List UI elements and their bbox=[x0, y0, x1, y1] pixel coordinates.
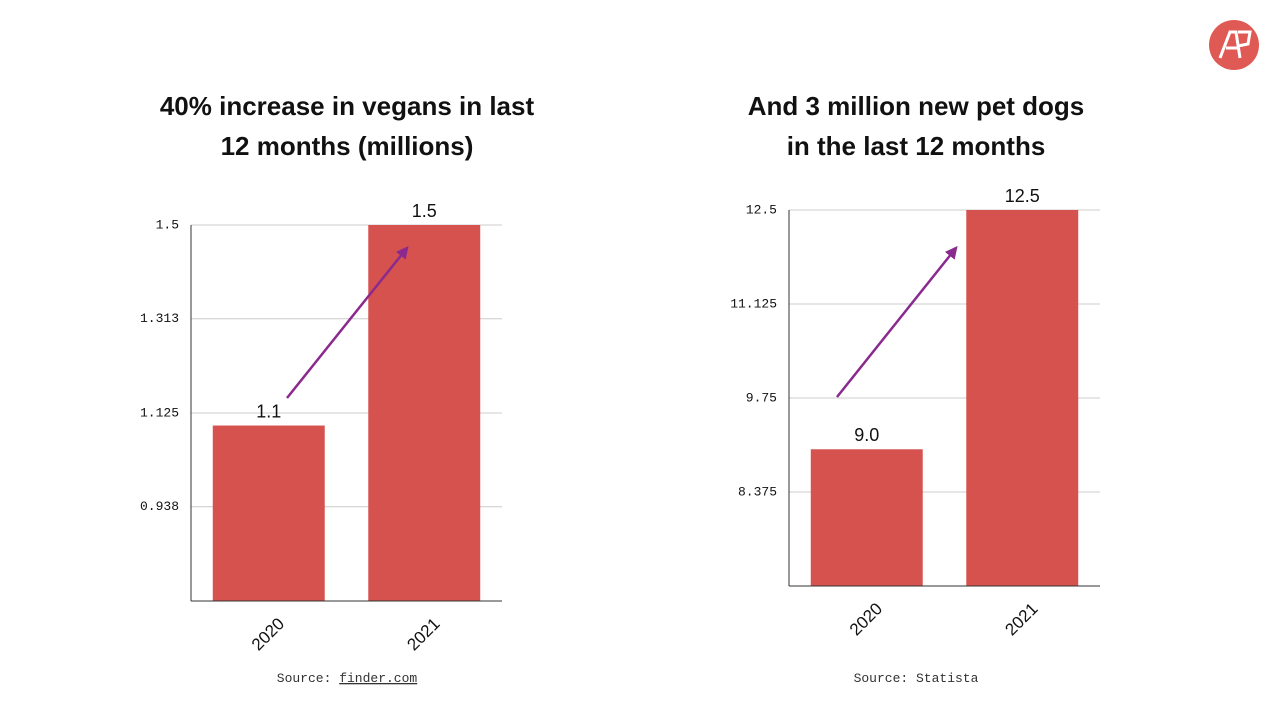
y-tick-label: 0.938 bbox=[140, 499, 179, 514]
y-tick-label: 1.5 bbox=[156, 217, 179, 232]
source: Source: Statista bbox=[854, 671, 979, 686]
value-label: 1.5 bbox=[412, 201, 437, 221]
source-link: finder.com bbox=[339, 671, 417, 686]
bar bbox=[810, 449, 923, 586]
source-label: Source: bbox=[277, 671, 332, 686]
bar bbox=[212, 425, 325, 601]
source: Source: finder.com bbox=[277, 671, 418, 686]
chart-title: And 3 million new pet dogs bbox=[748, 91, 1085, 121]
y-tick-label: 9.75 bbox=[746, 390, 777, 405]
value-label: 9.0 bbox=[854, 425, 879, 445]
x-tick-label: 2020 bbox=[846, 599, 886, 639]
value-label: 12.5 bbox=[1005, 186, 1040, 206]
bar bbox=[966, 210, 1079, 586]
x-tick-label: 2021 bbox=[1001, 599, 1041, 639]
chart-title: 40% increase in vegans in last bbox=[160, 91, 535, 121]
x-tick-label: 2020 bbox=[248, 614, 288, 654]
y-tick-label: 1.313 bbox=[140, 311, 179, 326]
source-link: Statista bbox=[916, 671, 979, 686]
y-tick-label: 1.125 bbox=[140, 405, 179, 420]
trend-arrow bbox=[286, 246, 409, 399]
source-label: Source: bbox=[854, 671, 909, 686]
logo bbox=[1209, 20, 1259, 70]
trend-arrow bbox=[836, 246, 958, 398]
value-label: 1.1 bbox=[256, 401, 281, 421]
chart-title: 12 months (millions) bbox=[221, 131, 474, 161]
chart-title: in the last 12 months bbox=[787, 131, 1046, 161]
bar bbox=[368, 225, 481, 601]
y-tick-label: 11.125 bbox=[730, 296, 777, 311]
x-tick-label: 2021 bbox=[403, 614, 443, 654]
y-tick-label: 8.375 bbox=[738, 484, 777, 499]
y-tick-label: 12.5 bbox=[746, 202, 777, 217]
